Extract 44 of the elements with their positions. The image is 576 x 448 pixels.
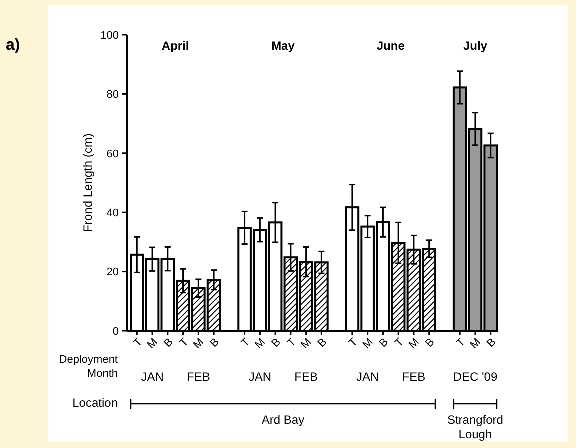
x-tick-label: T (178, 336, 192, 350)
text: FEB (186, 370, 210, 384)
x-tick-label: B (316, 336, 330, 350)
x-tick-label: T (347, 336, 360, 350)
x-tick-label: B (270, 336, 284, 350)
annotation: July (463, 39, 488, 53)
text: Deployment Month (59, 354, 118, 380)
x-tick-label: M (192, 336, 207, 352)
text: FEB (294, 370, 318, 384)
text: DEC '09 (453, 370, 498, 384)
text: Strangford Lough (447, 413, 504, 442)
annotation: May (272, 39, 296, 53)
x-tick-label: M (468, 336, 484, 352)
text: Location (72, 396, 118, 410)
text: Ard Bay (262, 413, 305, 427)
x-tick-label: T (393, 336, 407, 350)
annotation: April (162, 39, 190, 53)
x-tick-label: M (406, 336, 422, 352)
y-tick-label: 100 (100, 30, 119, 42)
x-tick-label: T (239, 336, 253, 350)
x-tick-label: M (360, 336, 376, 352)
text: JAN (248, 370, 272, 384)
x-tick-label: B (424, 336, 438, 350)
x-tick-label: B (162, 336, 176, 350)
x-tick-label: T (454, 336, 468, 350)
text: a) (6, 37, 20, 54)
x-tick-label: B (208, 336, 222, 350)
annotation: June (376, 39, 406, 53)
x-tick-label: B (377, 336, 392, 350)
x-tick-label: M (253, 336, 268, 352)
y-tick-label: 60 (106, 148, 119, 160)
x-tick-label: T (132, 336, 146, 350)
x-tick-label: M (145, 336, 160, 352)
y-tick-label: 40 (106, 207, 119, 220)
text: JAN (141, 370, 164, 384)
y-tick-label: 80 (106, 89, 119, 102)
x-tick-label: M (299, 336, 314, 352)
y-axis-title: Frond Length (cm) (81, 134, 95, 232)
x-tick-label: B (485, 336, 499, 350)
y-tick-label: 20 (106, 266, 119, 279)
text: JAN (356, 370, 380, 384)
y-tick-label: 0 (112, 326, 119, 338)
x-tick-label: T (286, 336, 299, 350)
text: FEB (402, 370, 426, 384)
